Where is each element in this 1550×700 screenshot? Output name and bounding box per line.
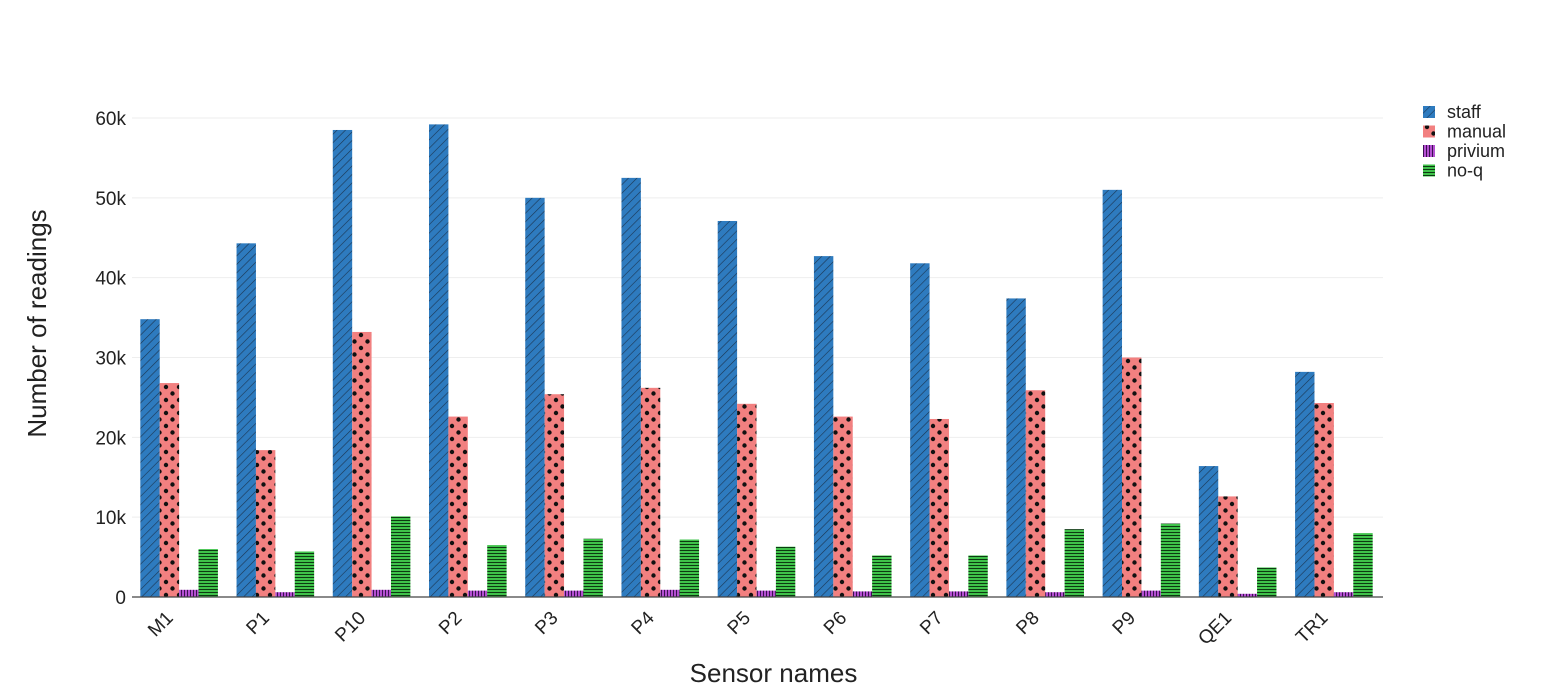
x-tick-label: P9 — [1109, 608, 1140, 639]
bar-no-q-P9[interactable] — [1160, 523, 1181, 597]
x-tick-label: P2 — [435, 608, 466, 639]
y-tick-label: 20k — [95, 428, 126, 449]
x-tick-label: P7 — [916, 608, 947, 639]
bar-manual-TR1[interactable] — [1314, 403, 1334, 597]
bar-no-q-P3[interactable] — [583, 538, 603, 597]
legend-item-no-q[interactable]: no-q — [1423, 161, 1483, 181]
legend-label: no-q — [1447, 161, 1483, 181]
bar-staff-P10[interactable] — [332, 129, 353, 597]
bar-privium-QE1[interactable] — [1237, 593, 1258, 597]
bar-privium-P9[interactable] — [1141, 590, 1161, 597]
y-tick-label: 0 — [115, 588, 126, 609]
bar-no-q-M1[interactable] — [198, 549, 218, 597]
bar-staff-M1[interactable] — [140, 319, 160, 597]
legend-label: staff — [1447, 102, 1482, 122]
bar-staff-P8[interactable] — [1006, 298, 1026, 597]
bar-staff-P6[interactable] — [813, 256, 834, 597]
bar-manual-QE1[interactable] — [1218, 496, 1238, 597]
bar-privium-P6[interactable] — [852, 591, 873, 597]
bar-privium-P2[interactable] — [467, 590, 488, 597]
bar-staff-TR1[interactable] — [1295, 371, 1315, 597]
bar-staff-P5[interactable] — [717, 220, 738, 598]
bar-no-q-P7[interactable] — [968, 555, 988, 597]
x-tick-label: P10 — [331, 608, 370, 647]
x-tick-label: P3 — [531, 608, 562, 639]
bar-manual-P9[interactable] — [1122, 357, 1142, 598]
bar-staff-P3[interactable] — [525, 197, 545, 598]
bars — [140, 124, 1373, 598]
bar-no-q-P10[interactable] — [390, 516, 411, 597]
bar-no-q-P1[interactable] — [294, 551, 315, 597]
y-tick-label: 30k — [95, 349, 126, 370]
x-tick-label: P6 — [820, 608, 851, 639]
bar-manual-P1[interactable] — [255, 450, 276, 597]
bar-manual-P8[interactable] — [1025, 390, 1046, 597]
y-tick-label: 60k — [95, 109, 126, 130]
legend-swatch — [1423, 164, 1435, 177]
bar-staff-QE1[interactable] — [1198, 466, 1219, 597]
bar-privium-P4[interactable] — [660, 589, 680, 597]
bar-staff-P9[interactable] — [1102, 189, 1123, 597]
bar-privium-P8[interactable] — [1045, 592, 1065, 597]
bar-manual-P6[interactable] — [833, 416, 853, 597]
bar-manual-P10[interactable] — [352, 331, 372, 597]
bar-manual-P2[interactable] — [448, 416, 468, 597]
legend-label: privium — [1447, 141, 1505, 161]
bar-no-q-TR1[interactable] — [1353, 533, 1373, 597]
bar-privium-M1[interactable] — [179, 589, 199, 597]
bar-manual-P3[interactable] — [544, 394, 565, 597]
bar-no-q-P2[interactable] — [487, 545, 507, 597]
bar-staff-P2[interactable] — [429, 124, 449, 598]
bar-privium-P7[interactable] — [948, 591, 969, 597]
legend-item-privium[interactable]: privium — [1423, 141, 1505, 161]
x-tick-label: M1 — [144, 608, 178, 642]
legend-item-staff[interactable]: staff — [1423, 102, 1482, 122]
x-tick-label: P4 — [628, 607, 660, 639]
x-tick-label: P8 — [1012, 608, 1043, 639]
bar-manual-P5[interactable] — [737, 403, 757, 597]
bar-privium-P1[interactable] — [275, 592, 295, 597]
legend-label: manual — [1447, 122, 1506, 142]
grid-lines — [132, 117, 1383, 518]
legend-item-manual[interactable]: manual — [1423, 122, 1506, 142]
x-tick-label: TR1 — [1292, 608, 1332, 648]
bar-no-q-P6[interactable] — [872, 555, 892, 597]
y-tick-label: 50k — [95, 189, 126, 210]
y-tick-label: 40k — [95, 269, 126, 290]
bar-privium-P3[interactable] — [564, 590, 584, 597]
x-tick-label: QE1 — [1194, 608, 1236, 650]
bar-no-q-QE1[interactable] — [1257, 567, 1277, 597]
bar-no-q-P8[interactable] — [1064, 529, 1084, 597]
y-tick-label: 10k — [95, 508, 126, 529]
bar-privium-TR1[interactable] — [1333, 592, 1354, 597]
bar-manual-M1[interactable] — [159, 383, 180, 597]
y-axis-title: Number of readings — [22, 209, 52, 437]
x-axis-title: Sensor names — [690, 658, 858, 688]
bar-staff-P7[interactable] — [910, 263, 930, 597]
bar-manual-P4[interactable] — [640, 387, 661, 597]
legend-swatch — [1423, 125, 1435, 138]
x-tick-label: P5 — [724, 608, 755, 639]
bar-privium-P10[interactable] — [371, 589, 391, 597]
legend-swatch — [1423, 106, 1435, 118]
bar-staff-P1[interactable] — [236, 243, 256, 598]
bar-privium-P5[interactable] — [756, 590, 776, 597]
legend-swatch — [1423, 145, 1435, 157]
bar-staff-P4[interactable] — [621, 177, 641, 597]
bar-no-q-P5[interactable] — [775, 546, 796, 597]
x-tick-label: P1 — [243, 608, 274, 639]
bar-no-q-P4[interactable] — [679, 539, 700, 597]
bar-manual-P7[interactable] — [929, 418, 949, 597]
